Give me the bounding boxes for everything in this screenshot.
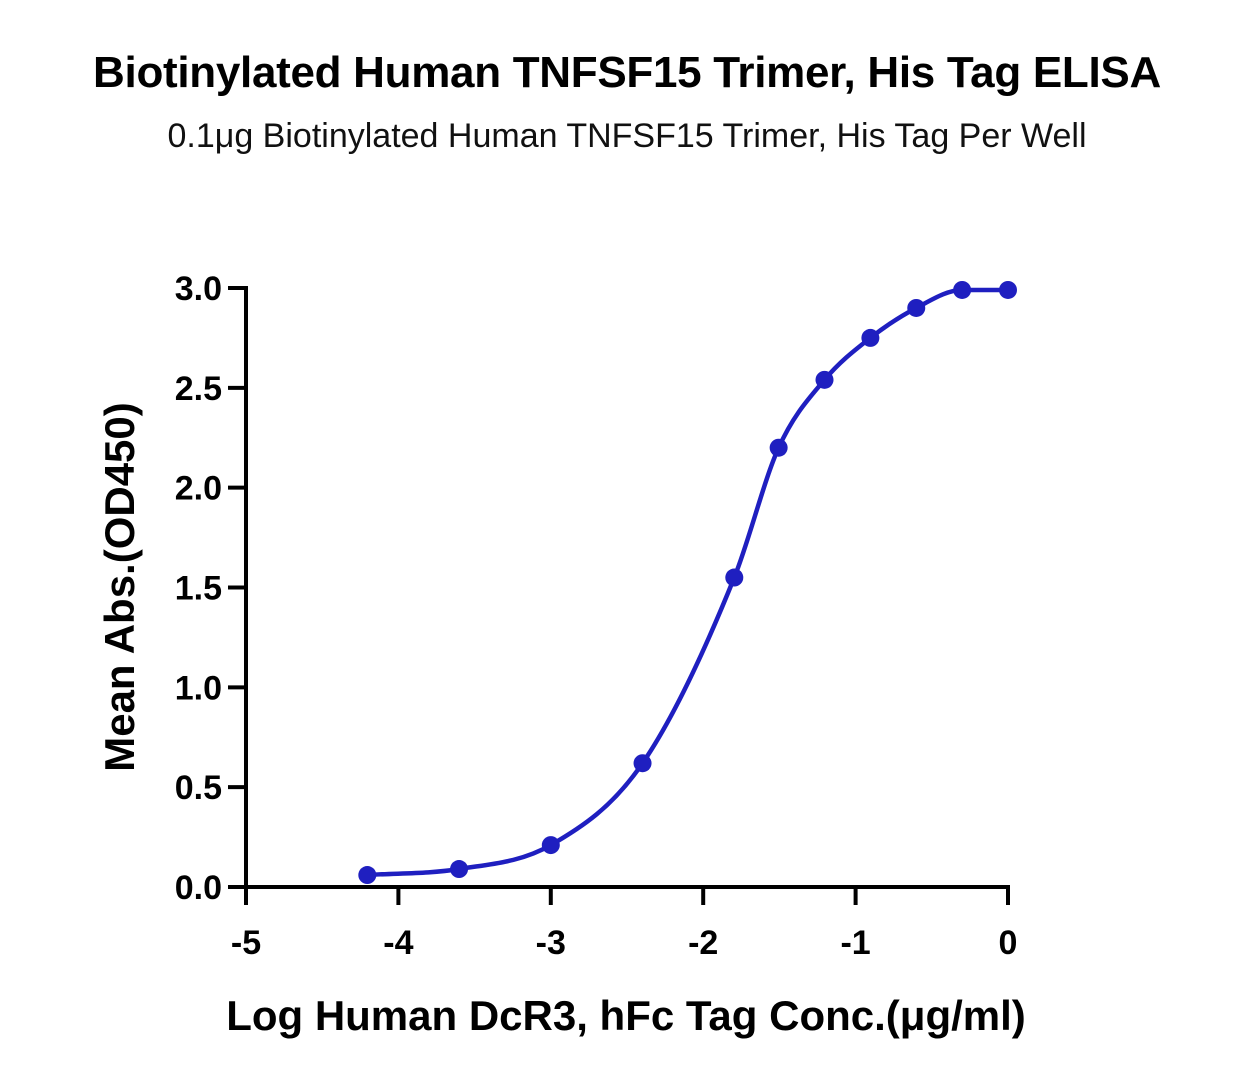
data-point	[907, 298, 926, 317]
y-axis-title: Mean Abs.(OD450)	[96, 402, 143, 772]
x-tick-label: -5	[231, 924, 261, 962]
fit-curve	[367, 287, 1008, 878]
fit-curve-layer	[367, 287, 1008, 878]
chart-title: Biotinylated Human TNFSF15 Trimer, His T…	[93, 48, 1161, 97]
x-axis-title: Log Human DcR3, hFc Tag Conc.(μg/ml)	[226, 992, 1026, 1039]
tick-labels-layer: 0.0 0.5 1.0 1.5 2.0 2.5 3.0 -5 -4 -3 -2 -1 0	[175, 270, 1018, 962]
data-point	[725, 568, 744, 587]
y-tick-label: 2.5	[175, 370, 222, 408]
data-point	[953, 280, 972, 299]
y-tick-label: 0.5	[175, 769, 222, 807]
x-tick-label: -1	[840, 924, 870, 962]
x-tick-label: 0	[999, 924, 1018, 962]
y-tick-label: 0.0	[175, 869, 222, 907]
y-tick-label: 1.5	[175, 570, 222, 608]
x-tick-label: -4	[383, 924, 413, 962]
y-tick-label: 2.0	[175, 470, 222, 508]
y-tick-label: 3.0	[175, 270, 222, 308]
data-point	[358, 866, 377, 885]
data-point	[999, 280, 1017, 299]
chart-subtitle: 0.1μg Biotinylated Human TNFSF15 Trimer,…	[167, 117, 1087, 155]
data-points-layer	[358, 280, 1017, 885]
data-point	[815, 370, 834, 389]
data-point	[450, 860, 469, 879]
data-point	[633, 754, 652, 773]
x-tick-label: -3	[536, 924, 566, 962]
data-point	[769, 438, 788, 457]
y-tick-label: 1.0	[175, 669, 222, 707]
axes	[228, 286, 1010, 905]
x-tick-label: -2	[688, 924, 718, 962]
data-point	[541, 836, 560, 855]
data-point	[861, 328, 880, 347]
